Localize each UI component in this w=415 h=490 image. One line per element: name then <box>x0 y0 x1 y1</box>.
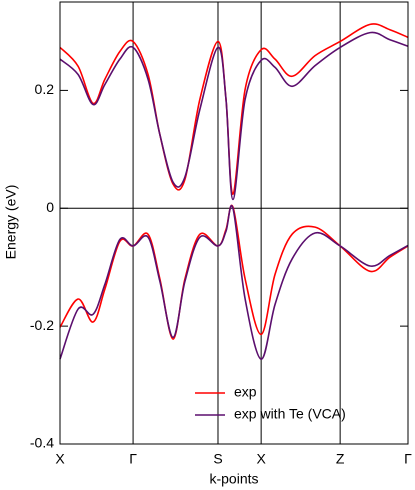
band-line <box>59 31 409 201</box>
y-tick-label: 0.2 <box>35 81 55 97</box>
legend-label: exp with Te (VCA) <box>234 406 346 422</box>
y-tick-label: -0.2 <box>30 317 54 333</box>
y-tick-label: -0.4 <box>30 435 54 451</box>
x-tick-label: X <box>256 451 266 467</box>
x-tick-label: Γ <box>129 451 137 467</box>
y-tick-label: 0 <box>46 199 54 215</box>
x-axis-label: k-points <box>209 471 258 487</box>
y-axis-label: Energy (eV) <box>3 185 19 260</box>
x-tick-label: S <box>213 451 222 467</box>
band-line <box>59 204 409 340</box>
legend-label: exp <box>234 384 257 400</box>
band-line <box>59 23 409 195</box>
plot-frame <box>59 1 409 445</box>
x-tick-label: X <box>55 451 65 467</box>
band-line <box>59 204 409 360</box>
x-tick-label: Γ <box>404 451 412 467</box>
x-tick-label: Z <box>336 451 345 467</box>
